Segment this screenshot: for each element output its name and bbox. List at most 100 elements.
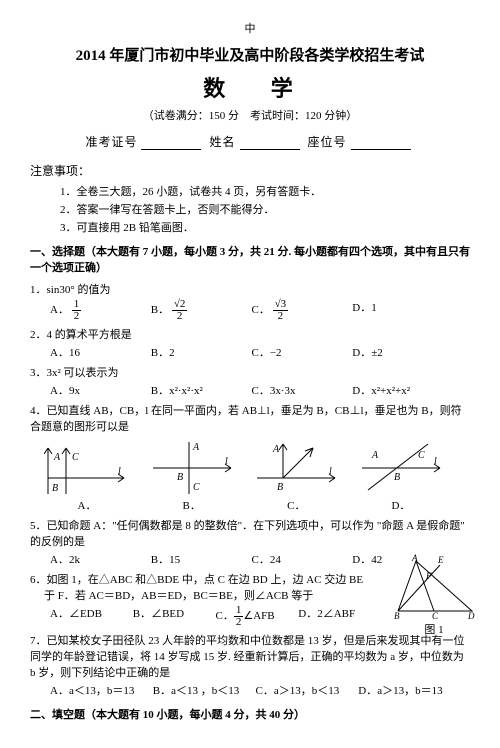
q2-stem: 2．4 的算术平方根是	[30, 329, 132, 341]
q4-figC: A B l C．	[253, 438, 339, 513]
q6-optB: B．∠BED	[133, 605, 213, 621]
fraction-icon: 12	[72, 299, 82, 322]
page-mark: 中	[30, 20, 470, 36]
diagram-icon: A C B l	[44, 438, 130, 494]
triangle-diagram-icon: A E F B C D	[392, 553, 476, 619]
fraction-icon: 12	[234, 605, 244, 628]
q6-optA: A．∠EDB	[50, 605, 130, 621]
label-seat: 座位号	[308, 135, 347, 149]
q1-optA-label: A．	[50, 304, 69, 316]
svg-text:l: l	[225, 456, 228, 467]
q4-figA: A C B l A．	[44, 438, 130, 513]
diagram-icon: A C B l	[149, 438, 235, 494]
svg-text:A: A	[371, 450, 379, 461]
subject-title: 数 学	[46, 71, 470, 103]
section-2: 二、填空题（本大题有 10 小题，每小题 4 分，共 40 分）	[30, 706, 470, 722]
q1-optC-label: C．	[252, 304, 270, 316]
q4-figA-label: A．	[44, 497, 130, 513]
svg-text:C: C	[193, 482, 200, 493]
q3-optB: B．x²·x²·x²	[151, 382, 249, 398]
svg-text:B: B	[394, 611, 400, 619]
q7: 7．已知某校女子田径队 23 人年龄的平均数和中位数都是 13 岁，但是后来发现…	[30, 632, 470, 698]
svg-text:A: A	[192, 442, 200, 453]
blank-ticket	[141, 149, 201, 150]
svg-text:E: E	[437, 555, 444, 565]
section-1: 一、选择题（本大题有 7 小题，每小题 3 分，共 21 分. 每小题都有四个选…	[30, 243, 470, 275]
q6-figure: A E F B C D 图 1	[392, 553, 476, 637]
q6: 6．如图 1，在△ABC 和△BDE 中，点 C 在边 BD 上，边 AC 交边…	[30, 571, 470, 628]
label-name: 姓名	[209, 135, 235, 149]
svg-text:l: l	[118, 466, 121, 477]
notice-title: 注意事项：	[30, 162, 470, 179]
exam-meta: （试卷满分：150 分 考试时间：120 分钟）	[30, 107, 470, 123]
q5-optA: A．2k	[50, 551, 148, 567]
q7-optA: A．a＜13，b＝13	[50, 682, 150, 698]
q2-optB: B．2	[151, 344, 249, 360]
q6-optC: C．12∠AFB	[216, 605, 296, 628]
svg-text:A: A	[53, 452, 61, 463]
q4-figD-label: D．	[358, 497, 444, 513]
q5-optC: C．24	[252, 551, 350, 567]
notice-3: 3．可直接用 2B 铅笔画图．	[60, 219, 470, 235]
q3: 3．3x² 可以表示为 A．9x B．x²·x²·x² C．3x·3x D．x²…	[30, 364, 470, 398]
blank-name	[240, 149, 300, 150]
svg-text:F: F	[425, 571, 432, 581]
svg-text:B: B	[52, 483, 58, 494]
svg-text:A: A	[411, 553, 418, 563]
q4-figC-label: C．	[253, 497, 339, 513]
q1-optB-label: B．	[151, 304, 169, 316]
svg-text:B: B	[277, 482, 283, 493]
q3-optC: C．3x·3x	[252, 382, 350, 398]
q6-figure-label: 图 1	[392, 621, 476, 637]
svg-text:C: C	[72, 452, 79, 463]
q2-optC: C．−2	[252, 344, 350, 360]
q6-line1: 6．如图 1，在△ABC 和△BDE 中，点 C 在边 BD 上，边 AC 交边…	[30, 571, 370, 587]
svg-text:B: B	[177, 472, 183, 483]
svg-text:D: D	[467, 611, 475, 619]
q5-optB: B．15	[151, 551, 249, 567]
svg-text:l: l	[434, 456, 437, 467]
q6-optD: D．2∠ABF	[298, 605, 378, 621]
diagram-icon: A C B l	[358, 438, 444, 494]
q6-optC-pre: C．	[216, 610, 234, 622]
q1: 1．sin30° 的值为 A． 12 B． √22 C． √32 D．1	[30, 281, 470, 322]
label-ticket: 准考证号	[85, 135, 137, 149]
svg-text:C: C	[432, 611, 439, 619]
q4: 4．已知直线 AB，CB，l 在同一平面内，若 AB⊥l，垂足为 B，CB⊥l，…	[30, 402, 470, 513]
q7-stem: 7．已知某校女子田径队 23 人年龄的平均数和中位数都是 13 岁，但是后来发现…	[30, 635, 465, 679]
q4-figD: A C B l D．	[358, 438, 444, 513]
diagram-icon: A B l	[253, 438, 339, 494]
q2: 2．4 的算术平方根是 A．16 B．2 C．−2 D．±2	[30, 326, 470, 360]
fraction-icon: √22	[172, 299, 188, 322]
q6-line2: 于 F．若 AC＝BD，AB＝ED，BC＝BE，则∠ACB 等于	[44, 587, 384, 603]
q2-optA: A．16	[50, 344, 148, 360]
q1-optB: B． √22	[151, 299, 249, 322]
exam-title: 2014 年厦门市初中毕业及高中阶段各类学校招生考试	[30, 44, 470, 65]
q6-optC-suf: ∠AFB	[243, 610, 274, 622]
q1-optD: D．1	[352, 299, 450, 315]
notice-1: 1．全卷三大题，26 小题，试卷共 4 页，另有答题卡．	[60, 183, 470, 199]
fraction-icon: √32	[273, 299, 289, 322]
q3-optD: D．x²+x²+x²	[352, 382, 450, 398]
q7-optD: D．a＞13，b＝13	[358, 682, 458, 698]
q7-optB: B．a＜13 ，b＜13	[153, 682, 253, 698]
q4-figB: A C B l B．	[149, 438, 235, 513]
q3-optA: A．9x	[50, 382, 148, 398]
id-row: 准考证号 姓名 座位号	[30, 133, 470, 150]
q1-optC: C． √32	[252, 299, 350, 322]
svg-text:l: l	[329, 466, 332, 477]
q4-stem: 4．已知直线 AB，CB，l 在同一平面内，若 AB⊥l，垂足为 B，CB⊥l，…	[30, 405, 462, 433]
q3-stem: 3．3x² 可以表示为	[30, 367, 119, 379]
svg-text:A: A	[272, 444, 280, 455]
q1-stem: 1．sin30° 的值为	[30, 284, 111, 296]
q4-figB-label: B．	[149, 497, 235, 513]
q7-optC: C．a＞13，b＜13	[256, 682, 356, 698]
q4-figures: A C B l A． A C B l B．	[44, 438, 444, 513]
svg-text:C: C	[418, 450, 425, 461]
svg-text:B: B	[394, 472, 400, 483]
notice-2: 2．答案一律写在答题卡上，否则不能得分．	[60, 201, 470, 217]
q5-stem: 5．已知命题 A："任何偶数都是 8 的整数倍"．在下列选项中，可以作为 "命题…	[30, 520, 465, 548]
q2-optD: D．±2	[352, 344, 450, 360]
blank-seat	[351, 149, 411, 150]
q1-optA: A． 12	[50, 299, 148, 322]
